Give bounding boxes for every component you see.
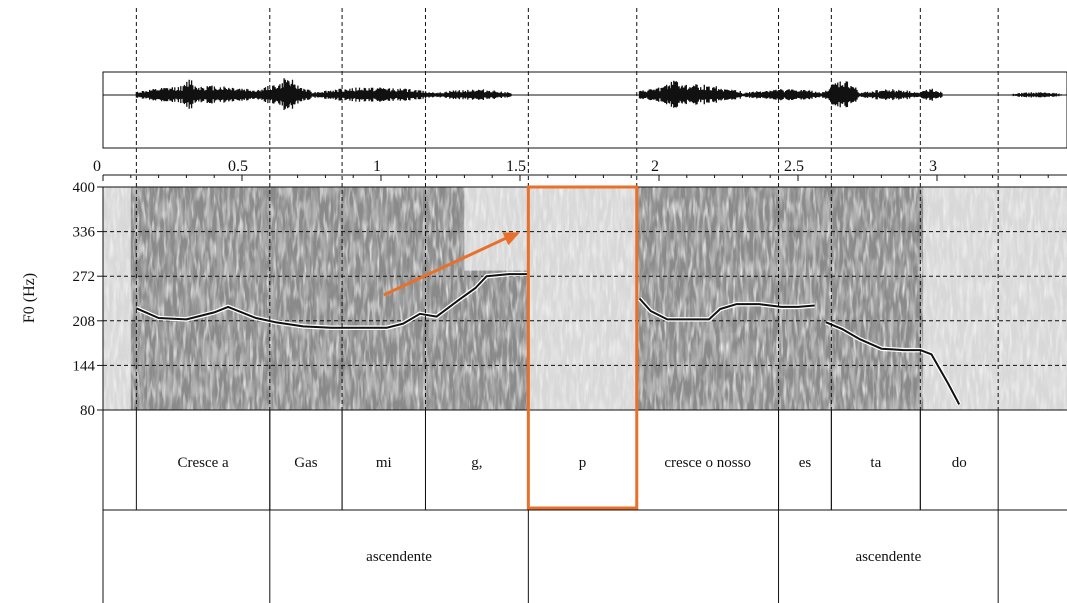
f0-series xyxy=(638,297,815,321)
x-tick-label: 3 xyxy=(929,158,937,175)
x-tick-label: 2.5 xyxy=(784,158,804,175)
y-tick-label: 336 xyxy=(73,225,96,241)
waveform-panel xyxy=(102,71,1067,149)
syllable-label: ta xyxy=(870,455,881,471)
spectrogram-energy xyxy=(103,187,1067,410)
spectrogram-energy-band xyxy=(825,368,924,409)
segment-boundaries xyxy=(135,8,999,410)
contour-label: ascendente xyxy=(366,549,432,565)
y-tick-label: 144 xyxy=(73,358,96,374)
spectrogram-light-band xyxy=(103,187,131,410)
y-tick-label: 80 xyxy=(80,403,95,419)
annotations xyxy=(383,185,639,510)
syllable-label: cresce o nosso xyxy=(664,455,751,471)
y-tick-label: 400 xyxy=(73,180,96,196)
spectrogram-energy-band xyxy=(770,190,826,369)
syllable-label: Cresce a xyxy=(177,455,229,471)
syllable-label: es xyxy=(799,455,812,471)
syllable-label: do xyxy=(952,455,967,471)
waveform-frame xyxy=(102,71,1067,149)
arrow-shaft xyxy=(383,234,511,297)
arrow-head xyxy=(502,232,520,246)
x-tick-label: 0.5 xyxy=(228,158,248,175)
spectrogram-light-band xyxy=(464,187,529,271)
f0-series xyxy=(825,321,961,405)
x-tick-label: 0 xyxy=(93,158,101,175)
y-tick-label: 208 xyxy=(73,314,96,330)
syllable-label: p xyxy=(579,455,587,471)
syllable-label: Gas xyxy=(294,455,317,471)
f0-contour xyxy=(135,271,962,406)
y-axis-label: F0 (Hz) xyxy=(21,273,38,323)
x-tick-label: 1 xyxy=(373,158,381,175)
f0-axis: 400 336 272 208 144 80 xyxy=(73,180,103,419)
contour-label: ascendente xyxy=(855,549,921,565)
spectrogram-light-band xyxy=(923,187,1067,410)
highlight-box xyxy=(526,185,639,510)
syllable-label: mi xyxy=(376,455,392,471)
spectrogram-energy-band xyxy=(303,200,326,362)
x-tick-label: 2 xyxy=(651,158,659,175)
f0-series xyxy=(135,273,529,329)
x-tick-label: 1.5 xyxy=(506,158,526,175)
y-tick-label: 272 xyxy=(73,269,96,285)
tier-grid xyxy=(102,410,1067,511)
spectrogram-energy-band xyxy=(269,361,432,409)
contour-tier: ascendente ascendente xyxy=(102,510,999,603)
time-axis: 0 0.5 1 1.5 2 2.5 3 xyxy=(93,158,1067,181)
spectrogram-light-band xyxy=(528,187,637,410)
spectrogram-panel xyxy=(102,186,1067,411)
syllable-tier: Cresce a Gas mi g, p cresce o nosso es ta do xyxy=(135,410,999,510)
spectrogram-energy-band xyxy=(686,207,729,348)
syllable-label: g, xyxy=(471,455,482,471)
